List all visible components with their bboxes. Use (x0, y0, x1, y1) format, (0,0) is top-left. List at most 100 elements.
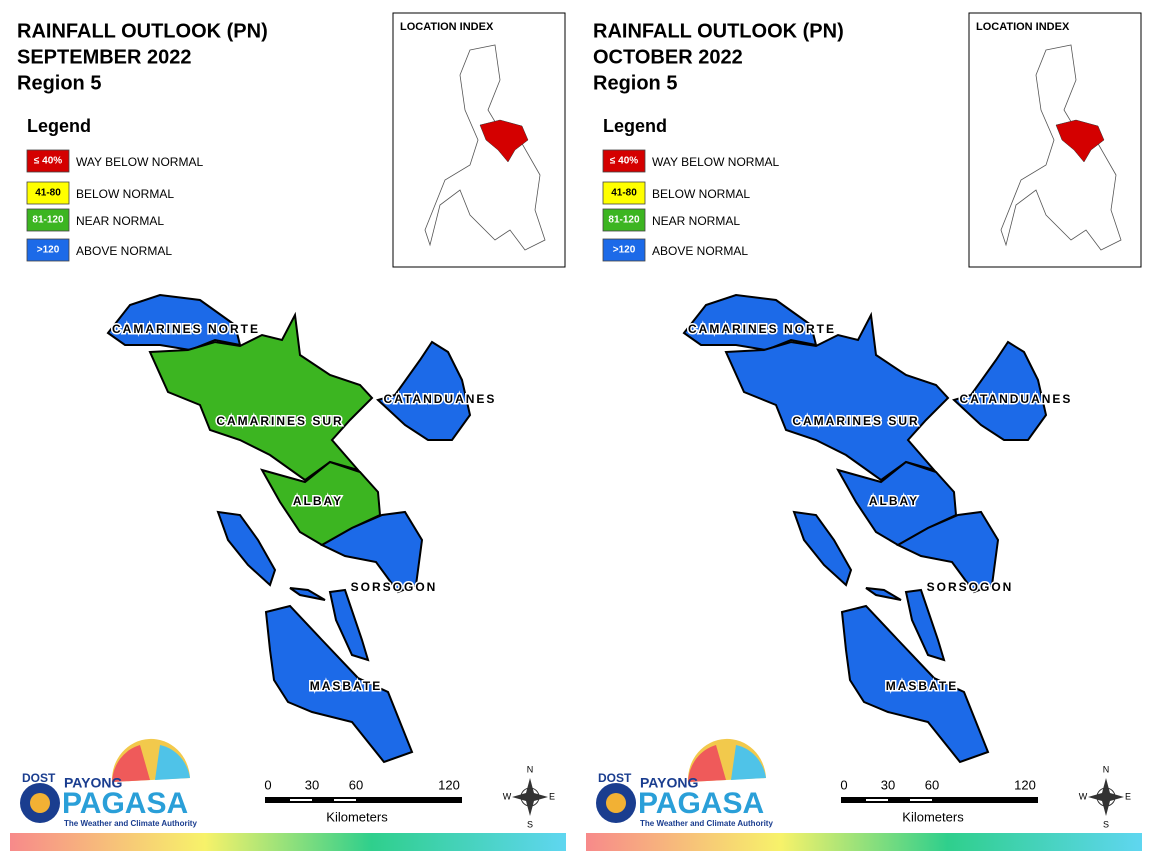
province-label: CAMARINES SUR (216, 414, 343, 428)
province-label: MASBATE (886, 679, 958, 693)
compass-ring (1096, 787, 1116, 807)
umbrella-left (112, 745, 150, 782)
scale-tick: 30 (881, 777, 895, 792)
logo-tagline: The Weather and Climate Authority (640, 819, 773, 828)
province-label: MASBATE (310, 679, 382, 693)
title-line: Region 5 (17, 72, 101, 94)
compass-letter: N (1103, 764, 1110, 774)
legend-swatch (26, 181, 70, 205)
province-label: ALBAY (869, 494, 919, 508)
region-highlight (1055, 119, 1105, 163)
province-label: CAMARINES NORTE (688, 322, 836, 336)
title-line: RAINFALL OUTLOOK (PN) (17, 20, 268, 42)
compass-letter: W (503, 791, 512, 801)
compass-letter: S (527, 819, 533, 829)
province-label: CAMARINES NORTE (112, 322, 260, 336)
province (319, 510, 424, 594)
panel: RAINFALL OUTLOOK (PN) OCTOBER 2022 Region … (586, 12, 1142, 851)
logo-seal-inner (606, 793, 626, 813)
color-strip (586, 833, 1142, 851)
province (148, 311, 374, 482)
province (895, 510, 1000, 594)
title-line: RAINFALL OUTLOOK (PN) (593, 20, 844, 42)
legend-range: 81-120 (32, 215, 64, 226)
province-label: SORSOGON (351, 580, 438, 594)
location-index-title: LOCATION INDEX (976, 21, 1070, 33)
title-line: OCTOBER 2022 (593, 46, 743, 68)
province-label: CATANDUANES (384, 392, 497, 406)
logo-dost: DOST (22, 771, 56, 785)
legend-swatch (602, 238, 646, 262)
logo-dost: DOST (598, 771, 632, 785)
scale-bar (841, 797, 1038, 803)
legend-label: NEAR NORMAL (652, 214, 740, 228)
province-label: CATANDUANES (960, 392, 1073, 406)
compass-letter: E (1125, 791, 1131, 801)
logo-seal-inner (30, 793, 50, 813)
compass-letter: S (1103, 819, 1109, 829)
umbrella-right (731, 745, 766, 780)
logo-payong: PAYONG (640, 775, 698, 791)
legend-swatch (26, 238, 70, 262)
scale-bar (265, 797, 462, 803)
panel: RAINFALL OUTLOOK (PN) SEPTEMBER 2022 Regio… (10, 12, 566, 851)
scale-unit: Kilometers (326, 809, 388, 824)
legend-swatch (26, 149, 70, 173)
island (792, 510, 853, 587)
scale-tick: 120 (438, 777, 460, 792)
compass-letter: N (527, 764, 534, 774)
color-strip (10, 833, 566, 851)
compass-letter: E (549, 791, 555, 801)
legend-range: >120 (613, 245, 636, 256)
legend-label: ABOVE NORMAL (76, 244, 172, 258)
legend-range: 81-120 (608, 215, 640, 226)
scale-tick: 60 (349, 777, 363, 792)
compass-ring (520, 787, 540, 807)
island (328, 588, 370, 662)
region-highlight (479, 119, 529, 163)
legend-title: Legend (27, 116, 91, 136)
province (952, 340, 1048, 441)
island (289, 587, 326, 601)
legend-title: Legend (603, 116, 667, 136)
legend-swatch (602, 181, 646, 205)
umbrella-left (688, 745, 726, 782)
province (376, 340, 472, 441)
legend-range: ≤ 40% (34, 156, 62, 167)
legend-label: WAY BELOW NORMAL (652, 155, 779, 169)
compass-rose (1088, 778, 1124, 816)
logo-tagline: The Weather and Climate Authority (64, 819, 197, 828)
scale-segment (910, 799, 932, 801)
legend-label: BELOW NORMAL (652, 187, 750, 201)
compass-rose (512, 778, 548, 816)
scale-segment (866, 799, 888, 801)
legend-range: ≤ 40% (610, 156, 638, 167)
province-label: SORSOGON (927, 580, 1014, 594)
title-line: SEPTEMBER 2022 (17, 46, 192, 68)
compass-letter: W (1079, 791, 1088, 801)
province-label: CAMARINES SUR (792, 414, 919, 428)
legend-swatch (602, 208, 646, 232)
scale-tick: 120 (1014, 777, 1036, 792)
province (724, 311, 950, 482)
legend-range: 41-80 (611, 188, 637, 199)
title-line: Region 5 (593, 72, 677, 94)
island (216, 510, 277, 587)
scale-unit: Kilometers (902, 809, 964, 824)
location-index-title: LOCATION INDEX (400, 21, 494, 33)
legend-range: >120 (37, 245, 60, 256)
legend-label: ABOVE NORMAL (652, 244, 748, 258)
scale-tick: 30 (305, 777, 319, 792)
province (264, 604, 414, 764)
legend-label: WAY BELOW NORMAL (76, 155, 203, 169)
scale-segment (334, 799, 356, 801)
province (840, 604, 990, 764)
scale-tick: 0 (264, 777, 271, 792)
scale-tick: 60 (925, 777, 939, 792)
island (865, 587, 902, 601)
legend-label: NEAR NORMAL (76, 214, 164, 228)
umbrella-right (155, 745, 190, 780)
logo-pagasa: PAGASA (638, 787, 764, 820)
